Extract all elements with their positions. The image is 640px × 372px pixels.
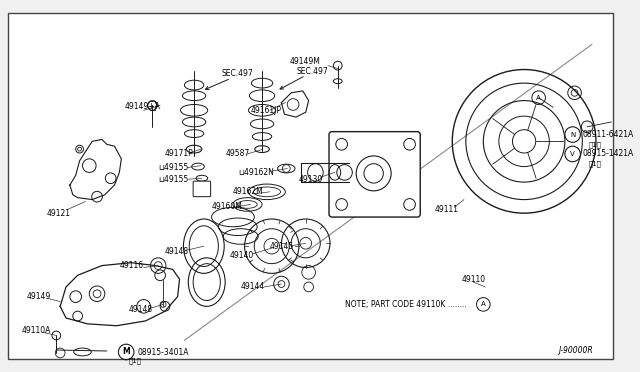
Text: 49116: 49116: [120, 261, 143, 270]
Text: 49160M: 49160M: [212, 202, 243, 211]
Text: SEC.497: SEC.497: [296, 67, 328, 76]
Text: ⊔49155: ⊔49155: [158, 175, 188, 184]
Text: SEC.497: SEC.497: [221, 69, 253, 78]
Text: 08915-1421A: 08915-1421A: [582, 150, 634, 158]
Text: 49110: 49110: [462, 275, 486, 284]
Text: 49587: 49587: [225, 150, 250, 158]
Text: ⊔49155: ⊔49155: [158, 163, 188, 172]
Text: 49171P: 49171P: [165, 150, 194, 158]
Text: V: V: [570, 151, 575, 157]
Text: 49144: 49144: [241, 282, 265, 291]
FancyBboxPatch shape: [329, 132, 420, 217]
Text: 49121: 49121: [47, 209, 70, 218]
Text: 49111: 49111: [435, 205, 459, 214]
Text: 49161JP: 49161JP: [250, 106, 282, 115]
Text: ⊔49162N: ⊔49162N: [238, 168, 274, 177]
Text: 49110A: 49110A: [21, 326, 51, 335]
Text: （1）: （1）: [588, 160, 601, 167]
Text: 49130: 49130: [299, 175, 323, 184]
Text: A: A: [536, 95, 541, 101]
Text: （1）: （1）: [129, 357, 142, 364]
Text: J-90000R: J-90000R: [558, 346, 593, 356]
FancyBboxPatch shape: [193, 181, 211, 197]
Text: 49162M: 49162M: [233, 187, 264, 196]
Text: NOTE; PART CODE 49110K ........: NOTE; PART CODE 49110K ........: [344, 300, 467, 309]
Text: 08911-6421A: 08911-6421A: [582, 130, 634, 139]
Text: 49149: 49149: [26, 292, 51, 301]
Text: M: M: [122, 347, 130, 356]
Text: 49149M: 49149M: [289, 57, 320, 66]
Text: 49149+A: 49149+A: [124, 102, 160, 111]
Text: （1）: （1）: [588, 141, 601, 148]
Text: 08915-3401A: 08915-3401A: [138, 349, 189, 357]
Text: 49148: 49148: [129, 305, 153, 314]
Text: 49148: 49148: [165, 247, 189, 256]
FancyBboxPatch shape: [8, 13, 613, 359]
Text: A: A: [481, 301, 486, 307]
Text: N: N: [570, 132, 575, 138]
Text: 49145: 49145: [270, 242, 294, 251]
Text: 49140: 49140: [230, 251, 254, 260]
